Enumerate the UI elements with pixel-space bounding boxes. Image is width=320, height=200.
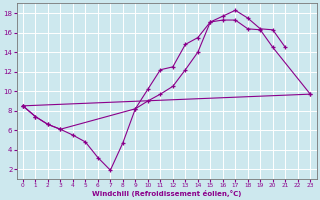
X-axis label: Windchill (Refroidissement éolien,°C): Windchill (Refroidissement éolien,°C) [92,190,241,197]
